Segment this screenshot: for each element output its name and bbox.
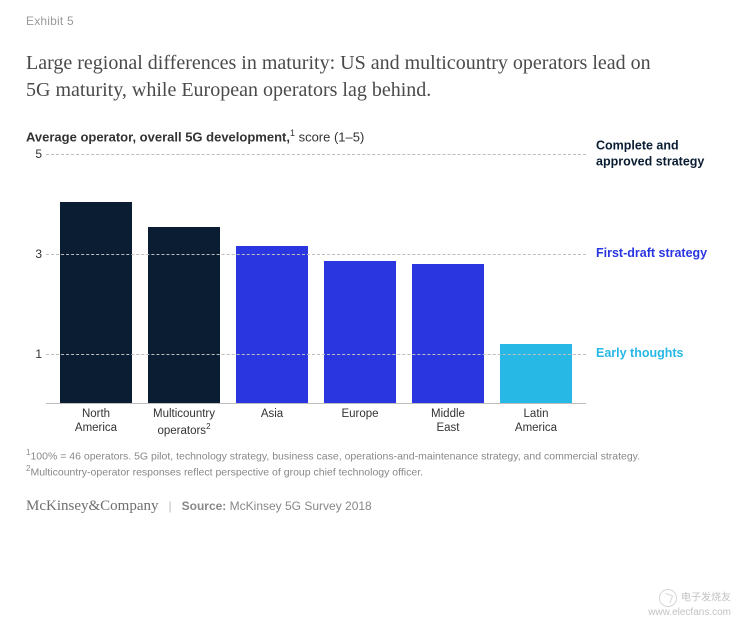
chart-annotations: Complete and approved strategyFirst-draf… xyxy=(586,154,713,434)
subtitle-rest: score (1–5) xyxy=(295,129,364,144)
exhibit-label: Exhibit 5 xyxy=(26,14,713,28)
brand-logo-text: McKinsey&Company xyxy=(26,498,159,515)
chart-annotation: Complete and approved strategy xyxy=(596,139,713,170)
divider: | xyxy=(169,499,172,513)
chart-annotation: Early thoughts xyxy=(596,347,713,363)
chart-bar xyxy=(324,261,396,403)
chart-row: 135 North America Multicountry operators2… xyxy=(26,154,713,434)
chart-bar xyxy=(412,264,484,403)
chart-x-labels: North America Multicountry operators2 Asia… xyxy=(46,404,586,434)
chart-title: Large regional differences in maturity: … xyxy=(26,50,666,104)
chart-bar-wrap xyxy=(236,154,308,403)
chart-bar xyxy=(60,202,132,404)
chart-x-label: Latin America xyxy=(500,404,572,434)
chart-plot: 135 xyxy=(46,154,586,404)
footnote: 2Multicountry-operator responses reflect… xyxy=(26,464,686,480)
chart-bar-wrap xyxy=(148,154,220,403)
chart-gridline xyxy=(46,154,586,155)
chart-bar-wrap xyxy=(412,154,484,403)
source-label: Source: xyxy=(182,499,227,513)
chart-y-tick: 1 xyxy=(26,347,42,361)
chart-bars xyxy=(46,154,586,403)
chart-bar-wrap xyxy=(60,154,132,403)
source-row: McKinsey&Company | Source: McKinsey 5G S… xyxy=(26,498,713,515)
chart-gridline xyxy=(46,354,586,355)
chart-x-label: Asia xyxy=(236,404,308,434)
chart-bar-wrap xyxy=(500,154,572,403)
chart-x-label: North America xyxy=(60,404,132,434)
chart-y-tick: 5 xyxy=(26,147,42,161)
watermark: 电子发烧友 www.elecfans.com xyxy=(648,589,731,618)
source-text: McKinsey 5G Survey 2018 xyxy=(230,499,372,513)
chart-y-tick: 3 xyxy=(26,247,42,261)
footnotes: 1100% = 46 operators. 5G pilot, technolo… xyxy=(26,448,686,479)
chart-x-label: Multicountry operators2 xyxy=(148,404,220,434)
chart-bar xyxy=(236,246,308,403)
watermark-line1: 电子发烧友 xyxy=(681,593,731,604)
chart-x-label: Europe xyxy=(324,404,396,434)
chart-bar-wrap xyxy=(324,154,396,403)
watermark-line2: www.elecfans.com xyxy=(648,607,731,618)
chart-area: 135 North America Multicountry operators2… xyxy=(26,154,586,434)
chart-annotation: First-draft strategy xyxy=(596,247,713,263)
chart-gridline xyxy=(46,254,586,255)
subtitle-bold: Average operator, overall 5G development… xyxy=(26,129,290,144)
watermark-icon xyxy=(659,589,677,607)
footnote: 1100% = 46 operators. 5G pilot, technolo… xyxy=(26,448,686,464)
chart-x-label: Middle East xyxy=(412,404,484,434)
